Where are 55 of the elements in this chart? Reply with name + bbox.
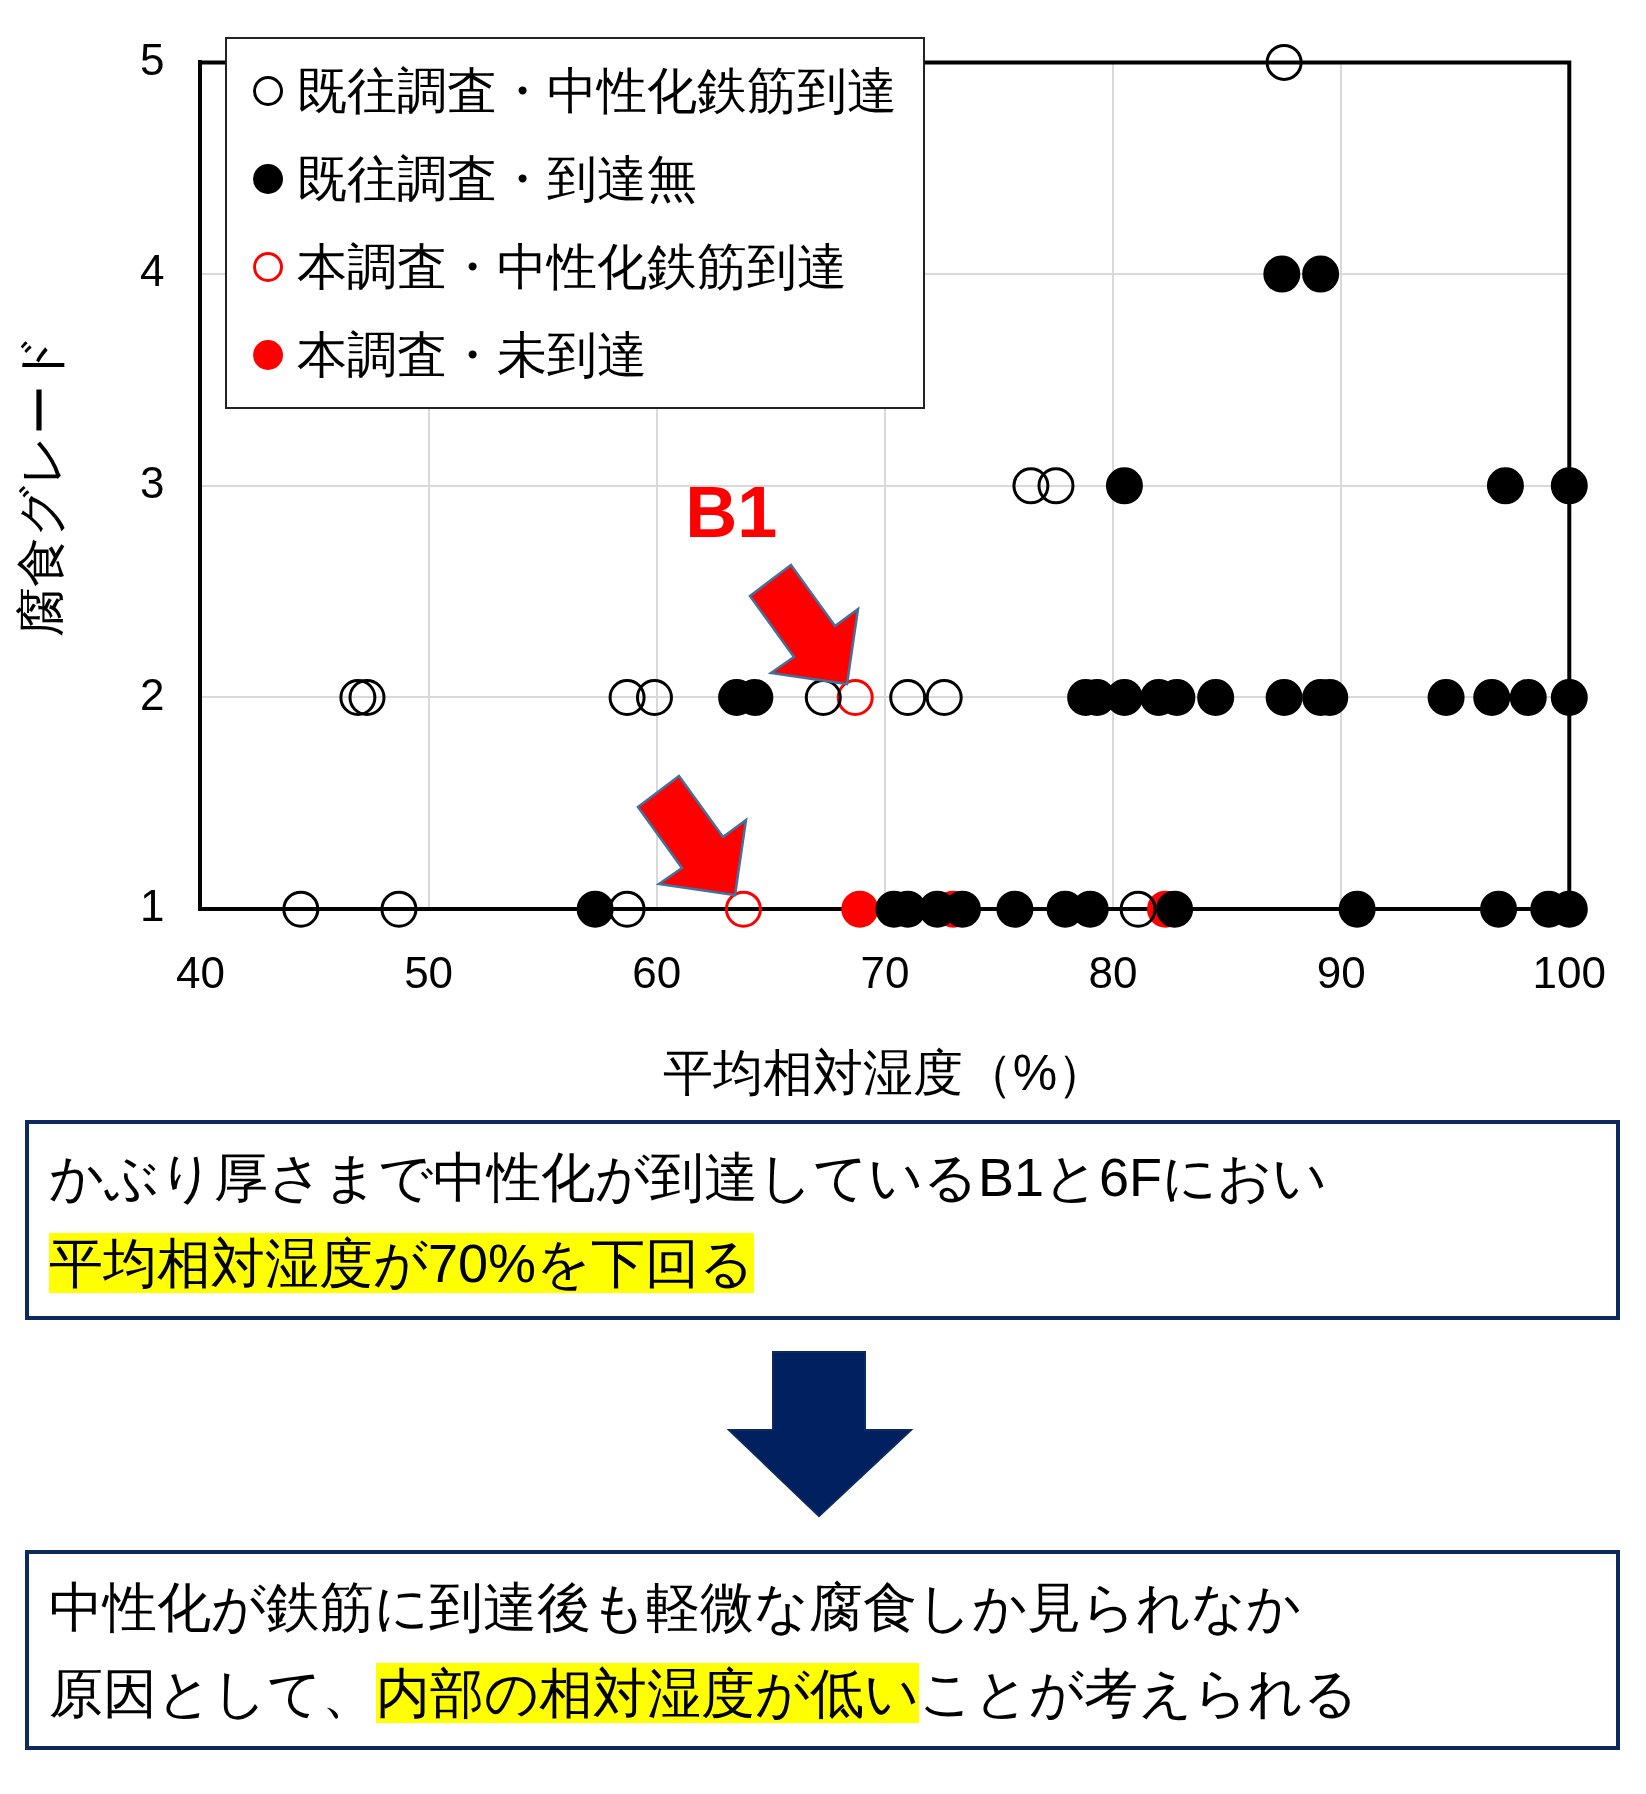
x-tick-label: 70 (860, 947, 910, 997)
point (1105, 467, 1143, 505)
y-tick-label: 5 (139, 34, 165, 84)
point (925, 679, 963, 716)
point (380, 890, 418, 928)
legend-label: 本調査・中性化鉄筋到達 (297, 238, 847, 297)
point (836, 679, 874, 716)
point (1480, 890, 1518, 928)
point (1427, 679, 1465, 716)
legend-label: 既往調査・中性化鉄筋到達 (297, 62, 897, 121)
text: かぶり厚さまで中性化が到達しているB1と6Fにおい (49, 1147, 1328, 1207)
point (608, 890, 646, 928)
point (1197, 679, 1235, 716)
point (1338, 890, 1376, 928)
point (1265, 679, 1303, 716)
x-tick-label: 80 (1088, 947, 1138, 997)
text: 原因として、 (49, 1663, 376, 1723)
text: 内部の相対湿度が低い (376, 1663, 919, 1723)
y-tick-label: 2 (139, 669, 165, 719)
x-axis-title: 平均相対湿度（%） (662, 1044, 1108, 1101)
legend-label: 既往調査・到達無 (297, 150, 697, 209)
point (576, 890, 614, 928)
point (889, 679, 927, 716)
point (1156, 890, 1194, 928)
point (608, 679, 646, 716)
point (1119, 890, 1157, 928)
text: 中性化が鉄筋に到達後も軽微な腐食しか見られなか (49, 1577, 1301, 1637)
point (348, 679, 386, 716)
point (1486, 467, 1524, 505)
point (1509, 679, 1547, 716)
point (1302, 255, 1340, 293)
point (635, 679, 673, 716)
point (339, 679, 377, 716)
point (724, 890, 762, 928)
x-tick-label: 100 (1532, 947, 1606, 997)
y-tick-label: 1 (139, 881, 165, 931)
point (1012, 467, 1050, 505)
x-tick-label: 50 (404, 947, 454, 997)
legend-label: 本調査・未到達 (297, 326, 647, 385)
x-tick-label: 40 (175, 947, 225, 997)
point (1037, 467, 1075, 505)
point (282, 890, 320, 928)
point (841, 890, 879, 928)
y-axis-title: 腐食グレード (12, 334, 69, 638)
text: ことが考えられる (919, 1663, 1358, 1723)
point (996, 890, 1034, 928)
point (1263, 255, 1301, 293)
y-tick-label: 4 (139, 246, 165, 296)
text: 平均相対湿度が70%を下回る (49, 1233, 755, 1293)
point (1265, 43, 1303, 81)
x-tick-label: 90 (1316, 947, 1366, 997)
point (1473, 679, 1511, 716)
y-tick-label: 3 (139, 457, 165, 507)
x-tick-label: 60 (632, 947, 682, 997)
annotation: B1 (685, 472, 778, 553)
